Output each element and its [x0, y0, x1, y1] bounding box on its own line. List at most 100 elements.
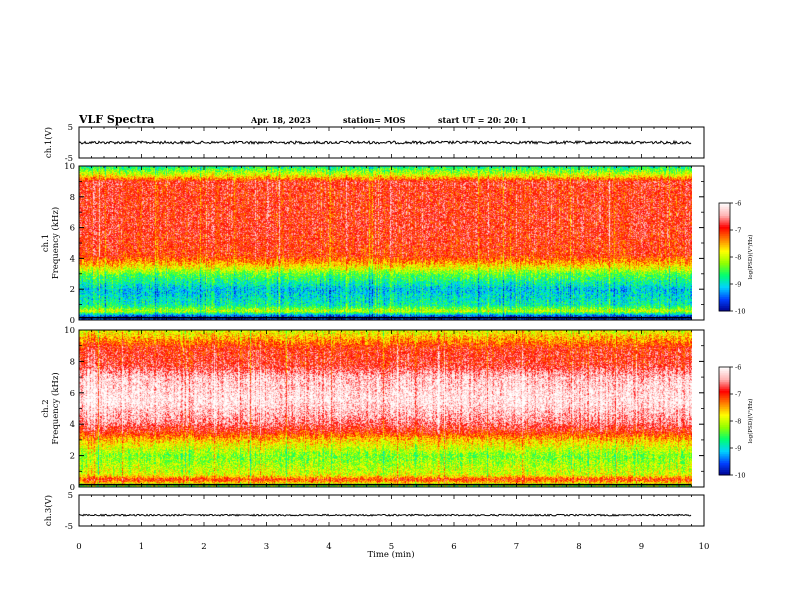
- colorbar-tick-label: -7: [735, 391, 741, 399]
- ch3-waveform-trace: [78, 513, 692, 517]
- colorbar-cell: [719, 379, 730, 382]
- time-tick-label: 6: [451, 542, 456, 552]
- colorbar-cell: [719, 273, 730, 276]
- colorbar-tick-label: -10: [735, 308, 745, 316]
- colorbar-cell: [719, 255, 730, 258]
- ch3-waveform-frame: [78, 494, 705, 527]
- colorbar-cell: [719, 401, 730, 404]
- colorbar-cell: [719, 412, 730, 415]
- colorbar-cell: [719, 444, 730, 447]
- colorbar-tick-label: -6: [735, 200, 741, 208]
- ch2-spectrogram-panel: 0 2 4 6 8 10 ch.2 Frequency (kHz): [41, 326, 705, 493]
- ch1-spectrogram-ytick-label: 10: [64, 162, 75, 172]
- colorbar-cell: [719, 257, 730, 260]
- colorbar-tick-label: -8: [735, 418, 741, 426]
- colorbar-tick-label: -6: [735, 364, 741, 372]
- colorbar-cell: [719, 464, 730, 467]
- colorbar-cell: [719, 457, 730, 460]
- colorbar-cell: [719, 305, 730, 308]
- colorbar-cell: [719, 395, 730, 399]
- ch3-waveform-ytick-label: -5: [65, 522, 73, 532]
- colorbar-cell: [719, 419, 730, 422]
- colorbar-cell: [719, 284, 730, 287]
- ch3-waveform-ytick-label: 5: [68, 491, 73, 501]
- colorbar-cell: [719, 471, 730, 474]
- colorbar-cell: [719, 228, 730, 231]
- colorbar-cell: [719, 307, 730, 310]
- colorbar-cell: [719, 248, 730, 251]
- colorbar-cell: [719, 222, 730, 226]
- colorbar-cell: [719, 206, 730, 209]
- colorbar-cell: [719, 212, 730, 215]
- colorbar-cell: [719, 469, 730, 472]
- colorbar-cell: [719, 440, 730, 444]
- colorbar-cell: [719, 404, 730, 408]
- ch2-colorbar: -6 -7 -8 -9 -10 log(PSD)(V²/Hz): [718, 364, 754, 480]
- colorbar-cell: [719, 269, 730, 272]
- colorbar-cell: [719, 246, 730, 249]
- colorbar-cell: [719, 309, 730, 312]
- colorbar-cell: [719, 204, 730, 208]
- ch2-spectrogram-ylabel-frequency: Frequency (kHz): [50, 372, 61, 444]
- colorbar-cell: [719, 376, 730, 379]
- colorbar-cell: [719, 203, 730, 206]
- colorbar-cell: [719, 467, 730, 471]
- colorbar-cell: [719, 226, 730, 229]
- ch1-spectrogram-panel: 0 2 4 6 8 10 ch.1 Frequency (kHz): [41, 162, 705, 326]
- station-label: station= MOS: [343, 115, 406, 125]
- colorbar-cell: [719, 437, 730, 440]
- colorbar-title: log(PSD)(V²/Hz): [747, 399, 754, 444]
- colorbar-cell: [719, 275, 730, 278]
- colorbar-tick-label: -7: [735, 227, 741, 235]
- colorbar-cell: [719, 271, 730, 274]
- ch1-waveform-ylabel: ch.1(V): [43, 127, 54, 158]
- colorbar-cell: [719, 221, 730, 224]
- colorbar-cell: [719, 215, 730, 218]
- start-time-label: start UT = 20: 20: 1: [438, 115, 527, 125]
- colorbar-cell: [719, 278, 730, 281]
- colorbar-cell: [719, 386, 730, 390]
- ch1-colorbar: -6 -7 -8 -9 -10 log(PSD)(V²/Hz): [718, 200, 754, 316]
- time-tick-label: 7: [514, 542, 519, 552]
- colorbar-cell: [719, 435, 730, 438]
- time-tick-label: 9: [639, 542, 644, 552]
- colorbar-cell: [719, 219, 730, 222]
- colorbar-cell: [719, 293, 730, 296]
- time-tick-label: 0: [76, 542, 81, 552]
- colorbar-cell: [719, 426, 730, 429]
- time-tick-label: 5: [389, 542, 394, 552]
- ch2-spectrogram-ylabel-channel: ch.2: [41, 399, 51, 417]
- colorbar-cell: [719, 460, 730, 463]
- colorbar-cell: [719, 244, 730, 247]
- ch1-waveform-trace: [78, 139, 692, 146]
- colorbar-cell: [719, 291, 730, 294]
- ch1-waveform-ytick-label: 5: [68, 123, 73, 133]
- colorbar-cell: [719, 442, 730, 445]
- ch2-spectrogram-ytick-label: 6: [70, 389, 75, 399]
- colorbar-tick-label: -8: [735, 254, 741, 262]
- colorbar-tick-label: -10: [735, 472, 745, 480]
- colorbar-cell: [719, 367, 730, 370]
- colorbar-cell: [719, 385, 730, 388]
- colorbar-cell: [719, 458, 730, 462]
- colorbar-cell: [719, 276, 730, 280]
- colorbar-cell: [719, 235, 730, 238]
- colorbar-cell: [719, 417, 730, 420]
- colorbar-title: log(PSD)(V²/Hz): [747, 235, 754, 280]
- ch1-waveform-panel: 5 -5 ch.1(V): [43, 123, 705, 164]
- time-tick-label: 8: [576, 542, 581, 552]
- ch1-spectrogram-image: [79, 166, 692, 320]
- colorbar-cell: [719, 372, 730, 375]
- colorbar-cell: [719, 296, 730, 299]
- colorbar-cell: [719, 403, 730, 406]
- figure-title: VLF Spectra: [78, 113, 154, 126]
- colorbar-cell: [719, 210, 730, 213]
- colorbar-cell: [719, 233, 730, 236]
- ch1-spectrogram-ytick-label: 8: [70, 193, 75, 203]
- ch2-spectrogram-ytick-label: 2: [70, 452, 75, 462]
- colorbar-cell: [719, 208, 730, 211]
- colorbar-cell: [719, 462, 730, 465]
- colorbar-cell: [719, 408, 730, 411]
- ch3-waveform-ylabel: ch.3(V): [43, 495, 54, 526]
- ch2-spectrogram-ytick-label: 0: [70, 483, 75, 493]
